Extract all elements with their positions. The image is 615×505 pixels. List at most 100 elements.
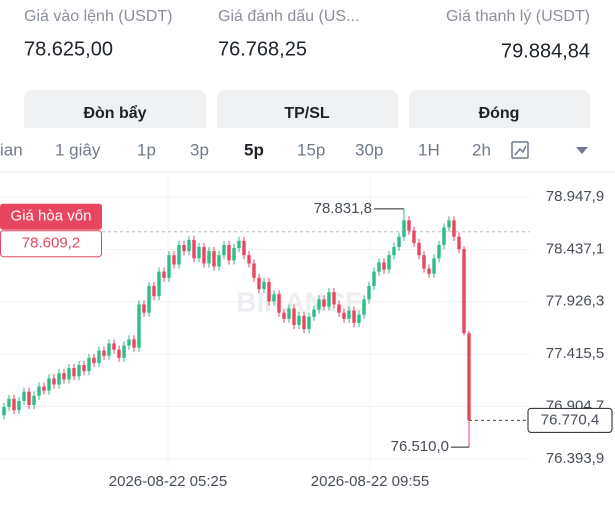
candle-body xyxy=(142,304,146,313)
button[interactable]: TP/SL xyxy=(284,105,330,122)
candle-body xyxy=(457,236,461,250)
candle-body xyxy=(7,398,11,408)
min-label: 76.510,0 xyxy=(391,438,449,455)
candle-body xyxy=(422,255,426,269)
candle-body xyxy=(217,255,221,267)
candle-body xyxy=(247,255,251,264)
tab[interactable]: 2h xyxy=(472,140,491,159)
dropdown-caret[interactable] xyxy=(576,147,588,154)
tab[interactable]: ian xyxy=(0,140,23,159)
candle-body xyxy=(442,227,446,245)
x-tick-label: 2026-08-22 09:55 xyxy=(311,473,429,490)
candle-body xyxy=(327,292,331,307)
candle-body xyxy=(22,391,26,401)
candle-body xyxy=(147,286,151,313)
candle-body xyxy=(282,312,286,319)
field-value: 78.625,00 xyxy=(24,38,113,60)
field-label: Giá vào lệnh (USDT) xyxy=(24,8,173,25)
candle-body xyxy=(187,239,191,252)
candle-body xyxy=(137,304,141,348)
candle-body xyxy=(407,220,411,231)
candle-body xyxy=(322,299,326,307)
candle-body xyxy=(257,277,261,290)
candle-body xyxy=(252,263,256,278)
candle-body xyxy=(417,242,421,256)
candle-body xyxy=(172,255,176,265)
candle-body xyxy=(37,386,41,396)
break-even-value: 78.609,2 xyxy=(22,235,80,252)
candle-body xyxy=(202,247,206,264)
tab[interactable]: 1 giây xyxy=(55,140,101,159)
button-bg[interactable] xyxy=(409,90,590,134)
candle-body xyxy=(427,268,431,274)
tab[interactable]: 1H xyxy=(418,140,440,159)
candle-body xyxy=(207,251,211,264)
candle-body xyxy=(367,286,371,300)
button-bg[interactable] xyxy=(217,90,398,134)
candle-body xyxy=(12,398,16,411)
candle-body xyxy=(467,333,471,421)
candle-body xyxy=(397,236,401,248)
break-even-tag xyxy=(0,203,102,230)
tab[interactable]: 15p xyxy=(297,140,325,159)
candle-body xyxy=(267,281,271,302)
y-tick-label: 78.437,1 xyxy=(546,240,604,257)
candle-body xyxy=(57,373,61,385)
candle-body xyxy=(312,309,316,317)
icon-frame xyxy=(511,141,529,159)
button-bg[interactable] xyxy=(24,90,206,134)
candle-body xyxy=(47,378,51,391)
indicator-icon[interactable] xyxy=(511,141,529,159)
chart: BINANCE78.947,978.437,177.926,377.415,57… xyxy=(0,172,613,490)
candle-body xyxy=(362,299,366,315)
field-label: Giá đánh dấu (US... xyxy=(218,8,359,25)
candle-body xyxy=(277,294,281,313)
candle-body xyxy=(182,244,186,252)
candle-body xyxy=(32,395,36,406)
candle-body xyxy=(402,220,406,237)
candle-body xyxy=(157,271,161,297)
candle-body xyxy=(317,299,321,310)
icon-line xyxy=(514,145,527,156)
field-value: 79.884,84 xyxy=(501,40,590,62)
tab[interactable]: 1p xyxy=(137,140,156,159)
field-value: 76.768,25 xyxy=(218,38,307,60)
candle-body xyxy=(42,386,46,391)
candle-body xyxy=(212,251,216,267)
candle-body xyxy=(372,271,376,287)
candle-body xyxy=(387,255,391,270)
candle-body xyxy=(412,230,416,243)
tabs: ian 1 giây 1p 3p 5p 15p 30p 1H 2h xyxy=(0,140,491,159)
candle-body xyxy=(237,240,241,249)
button[interactable]: Đòn bẩy xyxy=(83,104,146,122)
candle-body xyxy=(232,248,236,261)
candle-body xyxy=(52,378,56,385)
candle-body xyxy=(167,255,171,278)
button[interactable]: Đóng xyxy=(479,105,520,122)
candle-body xyxy=(112,343,116,350)
tab[interactable]: 3p xyxy=(190,140,209,159)
tab[interactable]: 5p xyxy=(244,140,264,159)
candle-body xyxy=(287,308,291,319)
candle-body xyxy=(292,308,296,325)
candle-body xyxy=(462,249,466,334)
y-tick-label: 78.947,9 xyxy=(546,188,604,205)
candle-body xyxy=(382,262,386,270)
candle-body xyxy=(152,286,156,297)
candle-body xyxy=(262,281,266,290)
candle-body xyxy=(67,368,71,380)
tab[interactable]: 30p xyxy=(355,140,383,159)
candle-body xyxy=(357,314,361,323)
field-label: Giá thanh lý (USDT) xyxy=(446,8,590,25)
candle-body xyxy=(347,310,351,319)
candle-body xyxy=(127,339,131,346)
candle-body xyxy=(102,350,106,356)
candle-body xyxy=(122,345,126,358)
candle-body xyxy=(337,304,341,313)
candle-body xyxy=(107,343,111,356)
candle-body xyxy=(27,391,31,406)
candle-body xyxy=(77,364,81,377)
candle-body xyxy=(342,312,346,319)
candle-body xyxy=(432,258,436,274)
